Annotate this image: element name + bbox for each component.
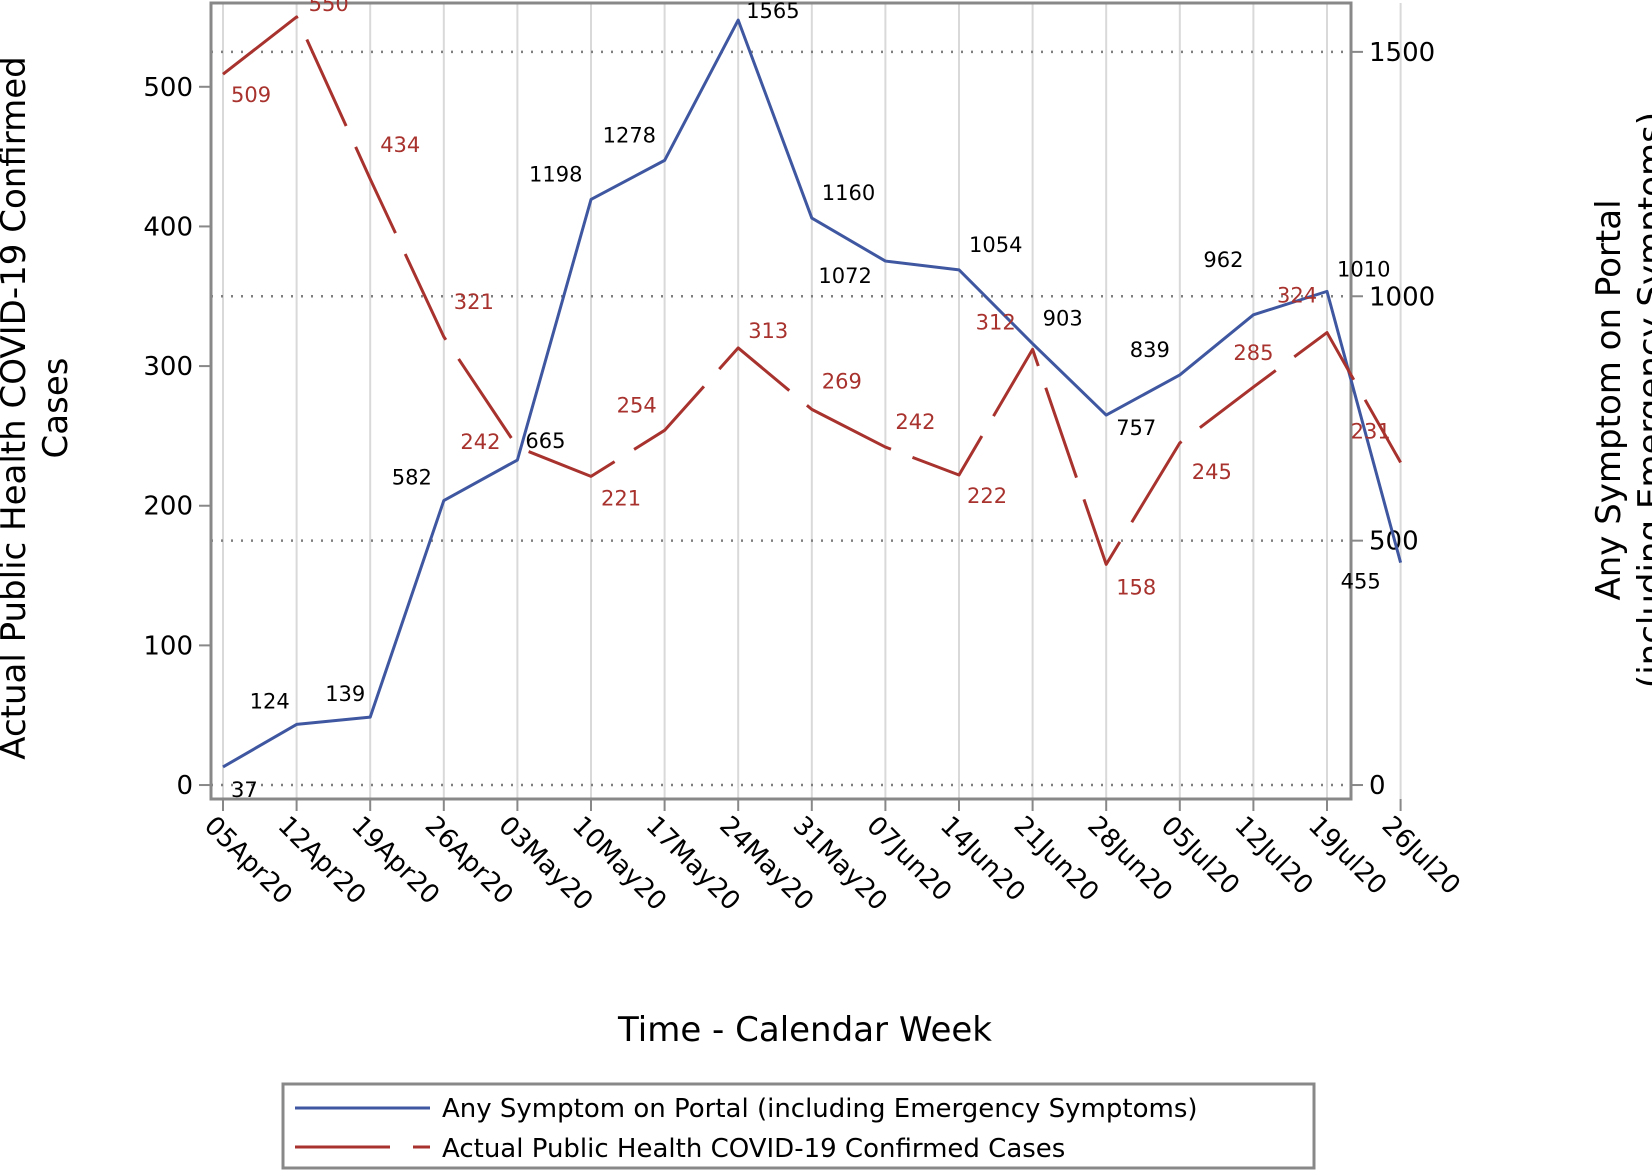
- data-label-any-symptom: 1160: [822, 181, 875, 205]
- data-label-confirmed-cases: 158: [1116, 575, 1156, 599]
- x-tick-label: 19Jul20: [1302, 811, 1392, 901]
- y-left-tick-label: 200: [143, 492, 193, 522]
- data-label-confirmed-cases: 321: [454, 290, 494, 314]
- grid: [211, 3, 1402, 799]
- data-label-confirmed-cases: 324: [1277, 284, 1317, 308]
- data-label-any-symptom: 37: [231, 778, 258, 802]
- data-label-any-symptom: 903: [1043, 307, 1083, 331]
- y-left-tick-label: 300: [143, 352, 193, 382]
- legend-label-symptom: Any Symptom on Portal (including Emergen…: [442, 1094, 1198, 1124]
- data-label-confirmed-cases: 312: [976, 310, 1016, 334]
- y-right-tick-label: 1500: [1369, 38, 1435, 68]
- data-label-confirmed-cases: 509: [231, 83, 271, 107]
- data-label-confirmed-cases: 242: [460, 430, 500, 454]
- data-label-confirmed-cases: 269: [822, 369, 862, 393]
- data-label-any-symptom: 962: [1203, 248, 1243, 272]
- y-axis-left-title: Actual Public Health COVID-19 ConfirmedC…: [0, 56, 76, 759]
- data-label-any-symptom: 1010: [1337, 257, 1390, 281]
- series-line-confirmed-cases: [222, 15, 1402, 566]
- y-left-tick-label: 500: [143, 73, 193, 103]
- data-label-confirmed-cases: 285: [1233, 341, 1273, 365]
- plot-frame: [209, 1, 1353, 801]
- legend: Any Symptom on Portal (including Emergen…: [281, 1082, 1316, 1170]
- y-right-tick-label: 1000: [1369, 282, 1435, 312]
- data-label-any-symptom: 757: [1116, 416, 1156, 440]
- data-label-confirmed-cases: 222: [967, 484, 1007, 508]
- data-label-any-symptom: 139: [325, 682, 365, 706]
- x-axis-title: Time - Calendar Week: [617, 1010, 992, 1050]
- data-label-any-symptom: 1565: [746, 0, 799, 23]
- x-tick-label: 12Jul20: [1228, 811, 1318, 901]
- data-labels: 37 124 139 582 665 1198 1278 1565 1160 1072 1054 90…: [231, 0, 1391, 802]
- data-label-confirmed-cases: 550: [309, 0, 349, 16]
- data-label-any-symptom: 455: [1341, 570, 1381, 594]
- data-label-confirmed-cases: 313: [748, 319, 788, 343]
- data-label-any-symptom: 1198: [529, 162, 582, 186]
- data-label-any-symptom: 582: [392, 466, 432, 490]
- y-right-tick-label: 0: [1369, 771, 1386, 801]
- data-label-confirmed-cases: 245: [1192, 460, 1232, 484]
- legend-label-cases: Actual Public Health COVID-19 Confirmed …: [442, 1134, 1065, 1164]
- legend-frame: [281, 1082, 1316, 1170]
- y-axis-right-title: Any Symptom on Portal(including Emergenc…: [1589, 112, 1652, 688]
- y-left-tick-label: 100: [143, 631, 193, 661]
- x-tick-label: 26Jul20: [1376, 811, 1466, 901]
- data-label-any-symptom: 1278: [603, 123, 656, 147]
- svg-text:Any Symptom on Portal(includin: Any Symptom on Portal(including Emergenc…: [1589, 112, 1652, 688]
- data-label-any-symptom: 665: [525, 429, 565, 453]
- series: [222, 15, 1403, 769]
- series-line-any-symptom: [222, 18, 1403, 769]
- data-label-any-symptom: 124: [250, 689, 290, 713]
- data-label-confirmed-cases: 434: [380, 133, 420, 157]
- data-label-confirmed-cases: 231: [1351, 419, 1391, 443]
- data-label-any-symptom: 839: [1130, 338, 1170, 362]
- data-label-confirmed-cases: 242: [895, 410, 935, 434]
- data-label-confirmed-cases: 254: [617, 393, 657, 417]
- data-label-any-symptom: 1072: [818, 264, 871, 288]
- y-left-tick-label: 400: [143, 212, 193, 242]
- data-label-any-symptom: 1054: [969, 233, 1022, 257]
- svg-text:Actual Public Health COVID-19: Actual Public Health COVID-19 ConfirmedC…: [0, 56, 76, 759]
- y-left-tick-label: 0: [176, 771, 193, 801]
- data-label-confirmed-cases: 221: [601, 486, 641, 510]
